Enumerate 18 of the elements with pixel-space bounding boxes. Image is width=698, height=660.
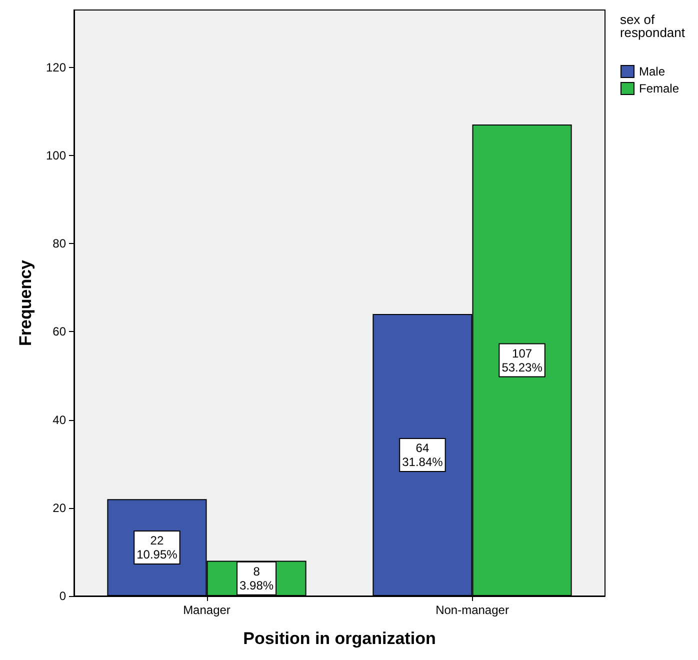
x-tick-label: Non-manager [436, 603, 509, 617]
y-tick-label: 0 [59, 589, 66, 603]
legend-label: Female [638, 82, 680, 96]
data-label: 107 53.23% [502, 346, 543, 374]
x-axis-title: Position in organization [243, 629, 436, 648]
legend-label: Male [638, 64, 666, 78]
y-tick-label: 20 [52, 500, 66, 515]
data-label: 64 31.84% [402, 441, 444, 470]
data-label: 8 3.98% [240, 564, 274, 592]
y-tick-label: 40 [52, 412, 66, 427]
y-axis-title: Frequency [16, 259, 35, 346]
x-tick-label: Manager [183, 603, 230, 617]
legend-title: sex of respondant [620, 12, 686, 40]
y-tick-label: 80 [52, 236, 66, 251]
y-tick-label: 60 [52, 324, 66, 339]
y-tick-label: 100 [46, 148, 66, 162]
y-tick-label: 120 [46, 60, 66, 74]
data-label: 22 10.95% [136, 534, 178, 562]
